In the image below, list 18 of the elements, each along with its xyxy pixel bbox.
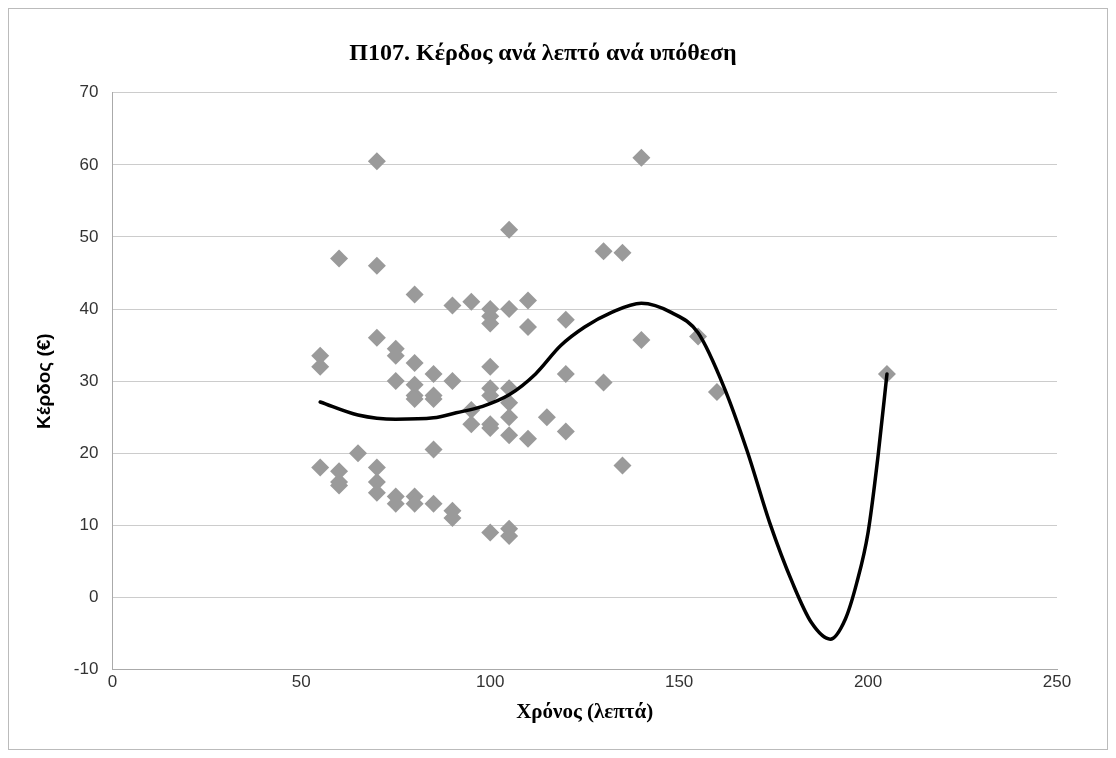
x-tick-label: 150 (664, 672, 694, 692)
y-tick-label: 20 (79, 442, 99, 462)
y-tick-label: 30 (79, 370, 99, 390)
y-tick-label: -10 (73, 659, 99, 679)
y-tick-label: 60 (79, 154, 99, 174)
x-tick-label: 50 (291, 672, 311, 692)
y-tick-label: 10 (79, 514, 99, 534)
y-tick-label: 50 (79, 226, 99, 246)
y-tick-label: 40 (79, 298, 99, 318)
x-axis-title: Χρόνος (λεπτά) (516, 698, 654, 723)
x-tick-label: 100 (476, 672, 505, 692)
x-tick-label: 0 (107, 672, 118, 692)
x-tick-label: 250 (1042, 672, 1072, 692)
y-axis-title: Κέρδος (€) (32, 333, 54, 429)
x-tick-label: 200 (853, 672, 883, 692)
chart-title: Π107. Κέρδος ανά λεπτό ανά υπόθεση (349, 38, 737, 65)
y-tick-label: 70 (79, 82, 99, 102)
y-tick-label: 0 (88, 587, 99, 607)
